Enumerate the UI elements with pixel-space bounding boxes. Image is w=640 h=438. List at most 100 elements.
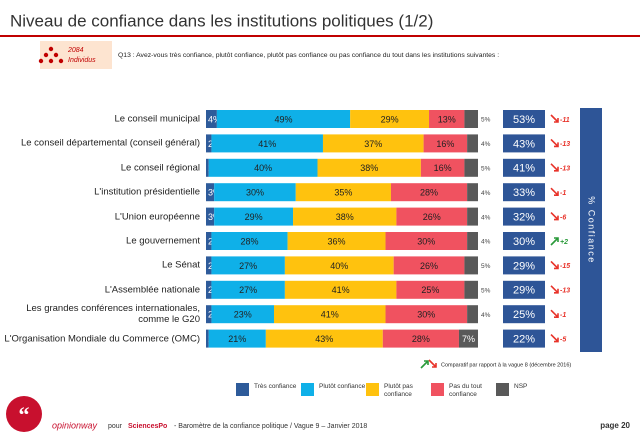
bar-segment <box>390 183 468 202</box>
value-label: 36% <box>328 236 346 246</box>
legend-swatch <box>236 383 249 396</box>
bar-segment <box>214 207 294 226</box>
value-label: 5% <box>481 263 491 270</box>
bar-segment <box>287 232 386 250</box>
logo-quote: “ <box>19 402 30 427</box>
value-label: 13% <box>438 114 456 124</box>
bar-segment <box>208 329 266 348</box>
bar-segment <box>423 134 468 153</box>
people-icon <box>38 46 64 64</box>
category-label: Les grandes conférences internationales,… <box>26 303 200 326</box>
change-label: -15 <box>560 263 570 270</box>
category-label: Le gouvernement <box>126 235 200 247</box>
bar-segment <box>211 256 285 275</box>
bar-segment <box>382 329 459 348</box>
bar-segment <box>206 329 209 348</box>
total-label: 29% <box>513 285 535 297</box>
value-label: 41% <box>258 139 276 149</box>
value-label: 30% <box>246 188 264 198</box>
value-label: 26% <box>423 212 441 222</box>
bar-segment <box>211 232 288 250</box>
value-label: 16% <box>434 163 452 173</box>
bar-segment <box>206 232 212 250</box>
bar-segment <box>211 134 323 153</box>
legend-label: Très confiance <box>254 383 297 390</box>
total-box <box>503 232 545 250</box>
value-label: 25% <box>421 285 439 295</box>
category-label: L'institution présidentielle <box>94 186 200 198</box>
value-label: 4% <box>208 114 221 124</box>
change-arrow <box>550 285 559 294</box>
value-label: 28% <box>420 188 438 198</box>
bar-segment <box>429 110 465 128</box>
bar-segment <box>385 232 468 250</box>
footer-brand: opinionway <box>52 420 98 430</box>
value-label: 38% <box>336 212 354 222</box>
bar-segment <box>206 158 209 177</box>
value-label: 23% <box>234 310 252 320</box>
bar-segment <box>464 158 478 177</box>
value-label: 29% <box>381 114 399 124</box>
total-label: 30% <box>513 236 535 248</box>
change-label: -5 <box>560 336 566 343</box>
bar-segment <box>317 158 421 177</box>
value-label: 5% <box>481 288 491 295</box>
total-label: 33% <box>513 187 535 199</box>
value-label: 4% <box>481 239 491 246</box>
bar-segment <box>467 207 478 226</box>
value-label: 28% <box>412 334 430 344</box>
change-arrow <box>550 260 559 270</box>
total-label: 25% <box>513 309 535 321</box>
value-label: 30% <box>417 310 435 320</box>
change-arrow <box>550 163 559 172</box>
change-arrow <box>550 309 559 318</box>
category-label: Le Sénat <box>161 259 200 271</box>
bar-segment <box>216 110 351 128</box>
total-label: 41% <box>513 163 535 175</box>
totals-side-band <box>580 108 602 352</box>
value-label: 43% <box>315 334 333 344</box>
total-box <box>503 256 545 275</box>
bar-segment <box>293 207 397 226</box>
total-label: 32% <box>513 212 535 224</box>
change-label: -13 <box>560 166 570 173</box>
value-label: 35% <box>334 188 352 198</box>
bar-segment <box>396 207 468 226</box>
value-label: 28% <box>241 236 259 246</box>
bar-segment <box>467 134 478 153</box>
value-label: 16% <box>436 139 454 149</box>
bar-segment <box>265 329 383 348</box>
bar-segment <box>464 256 478 275</box>
value-label: 40% <box>330 261 348 271</box>
sample-unit: Individus <box>68 57 96 64</box>
note-arrow-down <box>428 359 437 368</box>
legend-swatch <box>366 383 379 396</box>
bar-segment <box>211 305 274 324</box>
value-label: 41% <box>321 310 339 320</box>
legend-swatch <box>496 383 509 396</box>
value-label: 49% <box>275 114 293 124</box>
sample-count: 2084 <box>67 47 84 54</box>
bar-segment <box>420 158 465 177</box>
total-box <box>503 183 545 202</box>
category-label: Le conseil régional <box>120 162 200 174</box>
change-label: -13 <box>560 141 570 148</box>
bar-segment <box>467 232 478 250</box>
logo-badge <box>6 396 42 432</box>
change-arrow <box>550 212 559 221</box>
bar-segment <box>464 280 478 299</box>
note-arrow-up <box>420 360 429 369</box>
value-label: 41% <box>332 285 350 295</box>
bar-segment <box>284 280 397 299</box>
legend-swatch <box>431 383 444 396</box>
change-note: Comparatif par rapport à la vague 8 (déc… <box>441 362 571 368</box>
total-label: 29% <box>513 260 535 272</box>
totals-label: % Confiance <box>587 196 597 264</box>
bar-segment <box>393 256 465 275</box>
value-label: 27% <box>239 285 257 295</box>
bar-segment <box>467 183 478 202</box>
legend-label: NSP <box>514 383 528 390</box>
category-label: L'Union européenne <box>114 211 200 223</box>
